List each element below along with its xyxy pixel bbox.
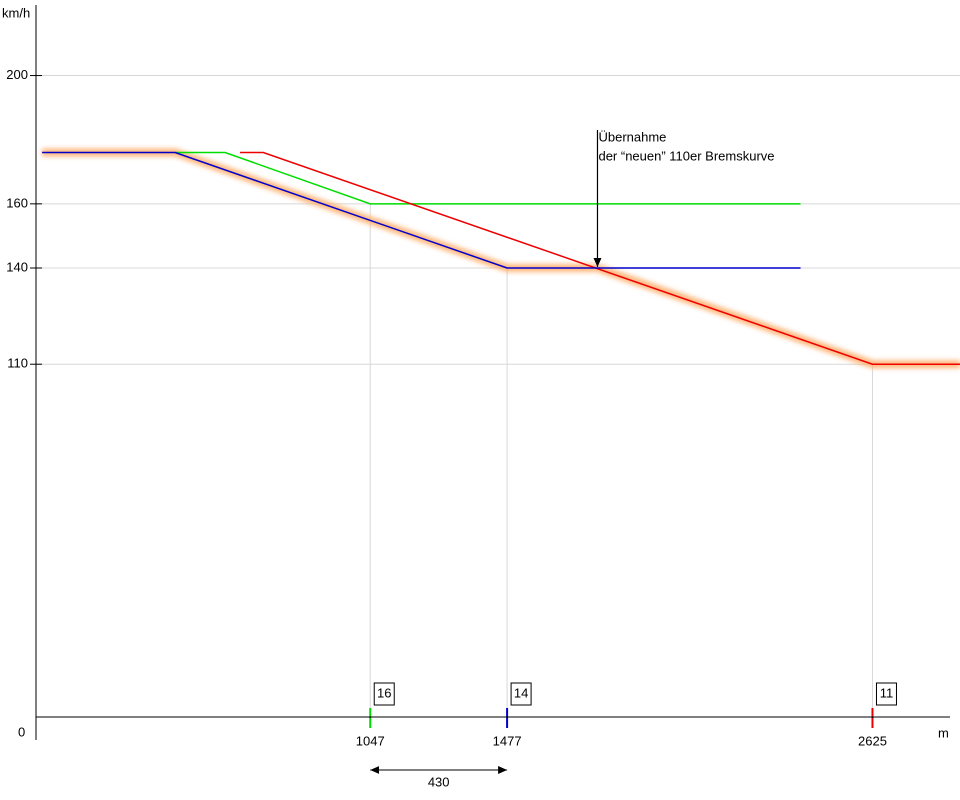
x-axis-label: m	[938, 725, 949, 740]
signal-box	[875, 682, 897, 706]
dimension-label: 430	[428, 774, 450, 789]
signal-box	[373, 682, 395, 706]
effective-curve	[42, 148, 960, 369]
y-tick-label: 110	[7, 356, 28, 371]
y-tick-label: 160	[6, 195, 28, 210]
x-tick-label: 1477	[493, 733, 522, 748]
origin-label: 0	[18, 724, 25, 739]
x-tick-label: 1047	[356, 733, 385, 748]
y-tick-label: 140	[6, 259, 28, 274]
signal-box	[510, 682, 532, 706]
x-tick-label: 2625	[858, 733, 887, 748]
y-tick-label: 200	[6, 67, 28, 82]
speed-curve	[240, 151, 960, 365]
annotation-text: Übernahme	[598, 129, 666, 144]
speed-curve	[175, 151, 801, 205]
signal-label: 11	[880, 685, 894, 700]
annotation-text: der “neuen” 110er Bremskurve	[598, 148, 774, 163]
speed-curve	[42, 151, 801, 269]
signal-label: 14	[514, 685, 528, 700]
signal-label: 16	[377, 685, 391, 700]
y-axis-label: km/h	[2, 5, 30, 20]
